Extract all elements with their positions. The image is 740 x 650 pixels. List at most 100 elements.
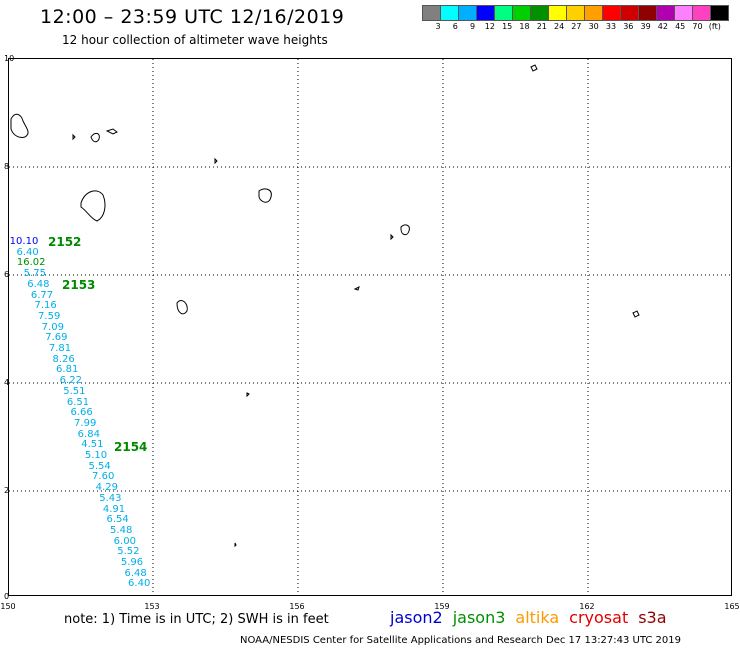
swh-value: 6.77 [30,289,54,301]
legend-entry-cryosat: cryosat [569,608,629,627]
colorbar-swatch [710,5,729,21]
y-tick-label: 8 [4,162,10,171]
swh-value: 5.96 [120,557,144,568]
colorbar [422,5,729,21]
swh-value: 5.43 [99,492,122,504]
swh-value: 6.81 [56,364,79,376]
legend-entry-jason2: jason2 [390,608,443,627]
colorbar-swatch [566,5,585,21]
swh-value: 5.75 [23,268,46,280]
island-outline [390,233,394,241]
pass-label: 2152 [48,235,82,249]
colorbar-label: 24 [554,22,565,31]
colorbar-label: 33 [605,22,617,31]
swh-value: 4.91 [102,503,126,515]
colorbar-swatch [584,5,603,21]
swh-value: 4.51 [81,439,104,451]
satellite-legend: jason2 jason3 altika cryosat s3a [390,608,677,627]
colorbar-label: 42 [657,22,668,31]
swh-value: 7.16 [34,300,57,312]
legend-entry-s3a: s3a [638,608,667,627]
y-tick-label: 2 [4,486,10,495]
swh-value: 6.51 [66,396,90,408]
note-text: note: 1) Time is in UTC; 2) SWH is in fe… [64,612,329,627]
island-outline [105,128,118,135]
pass-label: 2154 [114,440,148,454]
swh-value: 6.66 [70,407,93,419]
colorbar-swatch [422,5,441,21]
x-tick-label: 159 [434,602,450,611]
swh-value: 16.02 [16,257,46,269]
colorbar-swatch [548,5,567,21]
colorbar-label: 30 [588,22,599,31]
swh-value: 6.54 [106,514,129,526]
swh-value: 4.29 [95,482,118,494]
swh-value: 6.40 [16,246,39,258]
island-outline [353,286,360,291]
swh-value: 7.09 [41,321,64,333]
island-outline [258,188,272,203]
swh-value: 8.26 [52,353,75,365]
swh-value: 7.69 [45,332,68,344]
island-outline [234,542,237,548]
swh-value: 6.00 [113,535,136,547]
colorbar-label: 70 [692,22,703,31]
colorbar-label: 27 [571,22,582,31]
colorbar-swatch [620,5,639,21]
island-outline [72,133,76,141]
swh-value: 5.51 [63,385,86,397]
island-outline [10,113,29,138]
colorbar-swatch [476,5,495,21]
legend-entry-jason3: jason3 [452,608,506,627]
swh-value: 10.10 [9,236,39,247]
x-tick-label: 156 [289,602,305,611]
colorbar-swatch [494,5,513,21]
map-subtitle: 12 hour collection of altimeter wave hei… [62,33,328,47]
colorbar-label: 39 [640,22,651,31]
island-outline [246,392,250,398]
colorbar-label: 3 [435,22,441,31]
colorbar-label: 12 [484,22,495,31]
colorbar-swatch [440,5,459,21]
legend-entry-altika: altika [515,608,560,627]
x-tick-label: 153 [144,602,160,611]
island-outline [214,157,218,165]
map-title: 12:00 – 23:59 UTC 12/16/2019 [40,6,345,28]
colorbar-swatch [512,5,531,21]
swh-value: 7.81 [48,343,72,354]
island-outline [90,132,100,143]
swh-value: 6.22 [59,375,82,387]
x-tick-label: 165 [724,602,740,611]
swh-value: 5.48 [110,524,133,536]
colorbar-swatch [458,5,477,21]
swh-value: 7.59 [38,310,61,322]
y-tick-label: 6 [4,270,10,279]
colorbar-label: 9 [470,22,476,31]
colorbar-swatch [530,5,549,21]
swh-value: 7.99 [74,417,97,429]
island-outline [632,310,640,318]
colorbar-label: 36 [623,22,634,31]
swh-value: 7.60 [92,471,115,483]
swh-value: 6.48 [124,567,147,579]
grid-lines [9,59,733,597]
x-tick-label: 150 [0,602,16,611]
swh-value: 6.40 [128,578,151,590]
island-outlines [10,64,640,548]
y-tick-label: 0 [4,592,10,601]
island-outline [530,64,538,72]
colorbar-swatch [656,5,675,21]
x-tick-label: 162 [579,602,595,611]
map-area [8,58,733,597]
swh-value: 5.10 [84,450,108,461]
swh-value: 5.54 [88,460,111,472]
colorbar-labels: 3 6 9 12 15 18 21 24 27 30 33 36 39 42 45 70 (ft) [422,22,740,34]
colorbar-label: 15 [502,22,513,31]
colorbar-swatch [638,5,657,21]
pass-label: 2153 [62,278,96,292]
colorbar-label: 6 [452,22,458,31]
colorbar-swatch [602,5,621,21]
colorbar-swatch [692,5,711,21]
colorbar-label: (ft) [708,22,721,31]
footer-credit: NOAA/NESDIS Center for Satellite Applica… [240,635,682,646]
